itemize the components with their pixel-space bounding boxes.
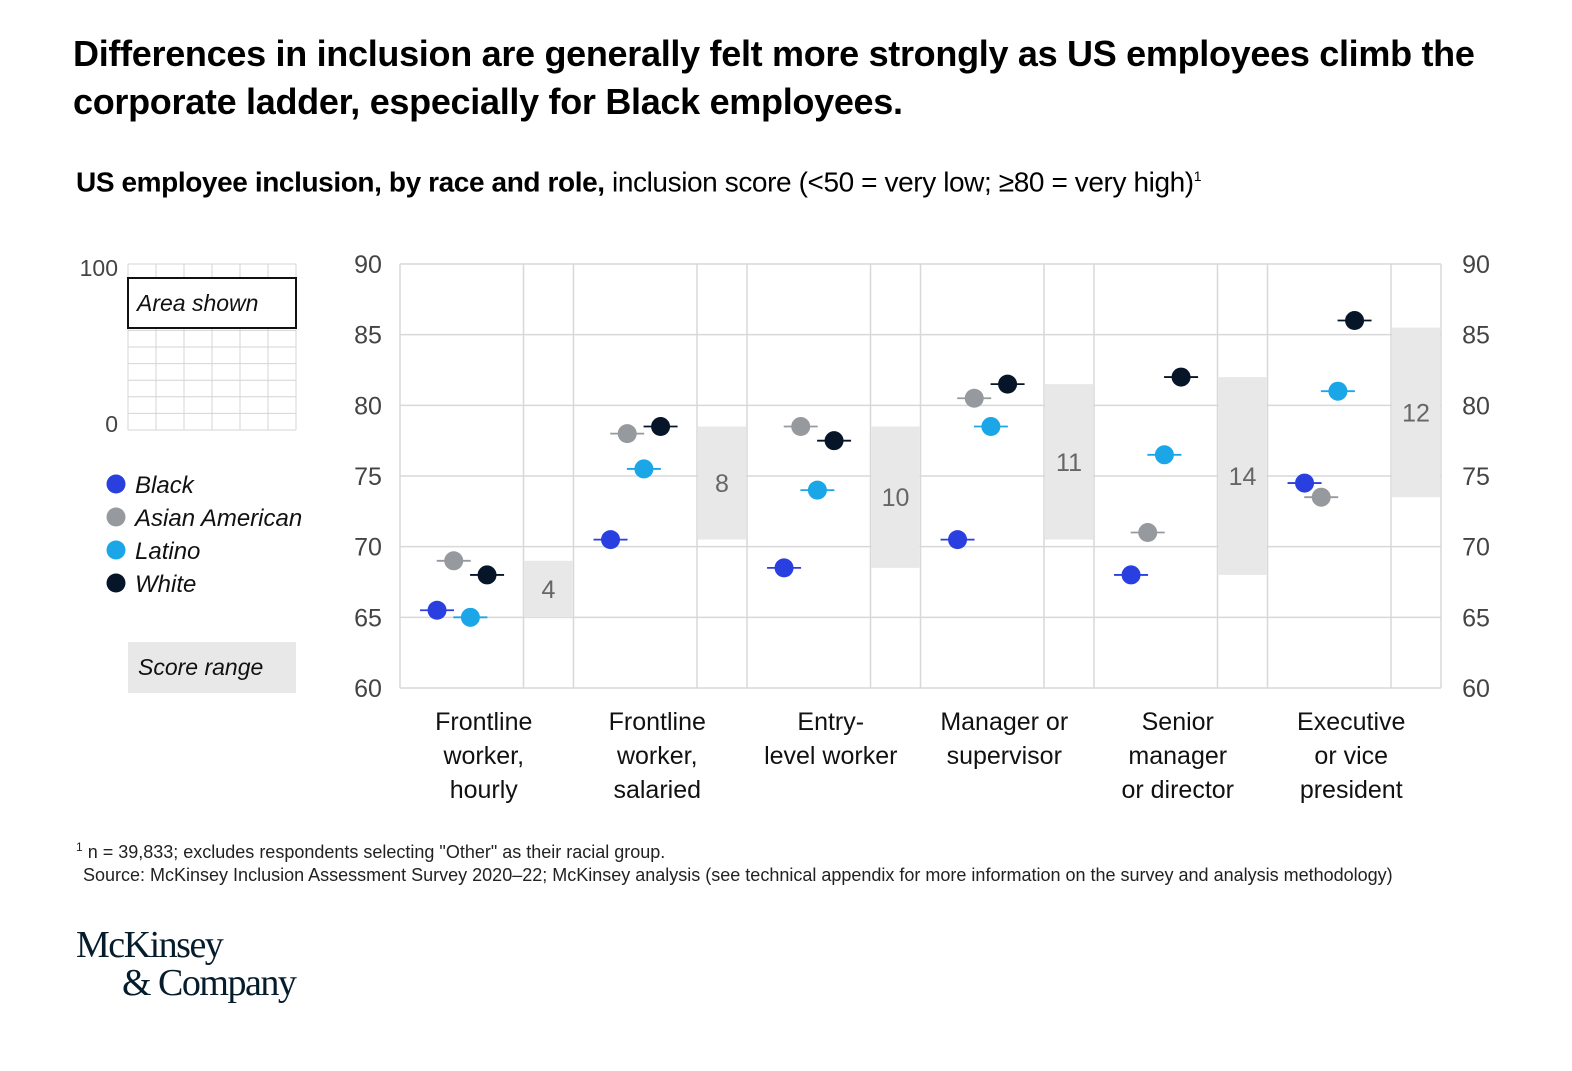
score-range-value: 10 xyxy=(882,484,910,512)
plot-area: 90 90 85 85 80 80 75 75 70 70 65 65 60 60 4 Frontline wo… xyxy=(354,251,1490,804)
y-tick-label-left: 80 xyxy=(354,392,382,420)
x-category-label: or vice xyxy=(1314,742,1388,770)
x-category-label: manager xyxy=(1128,742,1227,770)
y-tick-label-left: 65 xyxy=(354,604,382,632)
x-category-label: president xyxy=(1300,776,1403,804)
y-tick-label-left: 70 xyxy=(354,534,382,562)
data-point xyxy=(824,431,844,451)
data-point xyxy=(1295,473,1315,493)
data-point xyxy=(460,607,480,627)
data-point xyxy=(651,417,671,437)
data-point xyxy=(1138,523,1158,543)
score-range-value: 12 xyxy=(1402,399,1430,427)
y-tick-label-right: 75 xyxy=(1462,463,1490,491)
x-category-label: Senior xyxy=(1142,708,1214,736)
x-category-label: level worker xyxy=(764,742,897,770)
inset-top-label: 100 xyxy=(80,255,118,281)
y-tick-label-left: 75 xyxy=(354,463,382,491)
y-tick-label-right: 65 xyxy=(1462,604,1490,632)
legend-marker xyxy=(106,540,126,560)
y-tick-label-right: 90 xyxy=(1462,251,1490,279)
score-range-value: 4 xyxy=(542,576,556,604)
score-range-band xyxy=(698,426,746,540)
mckinsey-logo: McKinsey & Company xyxy=(76,924,297,1004)
x-category-label: Manager or xyxy=(940,708,1068,736)
x-category-label: Frontline xyxy=(435,708,532,736)
x-category-label: worker, xyxy=(442,742,524,770)
score-range-band xyxy=(871,426,920,568)
data-point xyxy=(1328,381,1348,401)
legend-label: Black xyxy=(135,472,196,499)
data-point xyxy=(981,417,1001,437)
score-range-swatch xyxy=(128,642,296,693)
data-point xyxy=(964,388,984,408)
data-point xyxy=(791,417,811,437)
x-category-label: Entry- xyxy=(797,708,864,736)
footnotes: 1 n = 39,833; excludes respondents selec… xyxy=(76,836,1436,887)
data-point xyxy=(477,565,497,585)
x-category-label: or director xyxy=(1121,776,1234,804)
data-point xyxy=(1311,487,1331,507)
legend: Black Asian American Latino White xyxy=(106,472,302,598)
score-range-band xyxy=(524,560,573,618)
data-point xyxy=(1171,367,1191,387)
footnote-mark: 1 xyxy=(76,840,83,854)
data-point xyxy=(444,551,464,571)
score-range-value: 14 xyxy=(1229,463,1257,491)
data-point xyxy=(948,530,968,550)
subtitle-bold: US employee inclusion, by race and role, xyxy=(76,166,605,198)
legend-marker xyxy=(106,474,126,494)
score-range-band xyxy=(1392,327,1440,498)
x-category-label: Frontline xyxy=(609,708,706,736)
data-point xyxy=(634,459,654,479)
data-point xyxy=(617,424,637,444)
data-point xyxy=(1154,445,1174,465)
y-tick-label-right: 80 xyxy=(1462,392,1490,420)
area-shown-box xyxy=(127,277,297,329)
footnote-note: 1 n = 39,833; excludes respondents selec… xyxy=(76,836,1436,864)
x-category-label: Executive xyxy=(1297,708,1405,736)
score-range-value: 8 xyxy=(715,470,729,498)
subtitle-footnote-mark: 1 xyxy=(1193,168,1202,184)
x-category-label: hourly xyxy=(450,776,519,804)
legend-label: Asian American xyxy=(133,505,302,532)
logo-line-2: & Company xyxy=(122,962,297,1004)
y-tick-label-left: 60 xyxy=(354,675,382,703)
x-category-label: worker, xyxy=(616,742,698,770)
footnote-note-text: n = 39,833; excludes respondents selecti… xyxy=(82,842,666,862)
score-range-value: 11 xyxy=(1056,449,1082,477)
legend-label: White xyxy=(135,571,196,598)
logo-line-1: McKinsey xyxy=(76,924,224,966)
y-tick-label-right: 85 xyxy=(1462,322,1490,350)
legend-marker xyxy=(106,507,126,527)
chart-subtitle: US employee inclusion, by race and role,… xyxy=(76,156,1516,202)
y-tick-label-left: 90 xyxy=(354,251,382,279)
data-point xyxy=(601,530,621,550)
data-point xyxy=(774,558,794,578)
score-range-label: Score range xyxy=(138,654,263,680)
area-shown-label: Area shown xyxy=(135,290,258,316)
data-point xyxy=(1345,311,1365,331)
data-point xyxy=(1121,565,1141,585)
data-point xyxy=(998,374,1018,394)
score-range-band xyxy=(1218,377,1267,575)
y-tick-label-right: 70 xyxy=(1462,534,1490,562)
legend-label: Latino xyxy=(135,538,200,565)
inset-bottom-label: 0 xyxy=(105,411,118,437)
x-category-label: salaried xyxy=(613,776,701,804)
subtitle-rest: inclusion score (<50 = very low; ≥80 = v… xyxy=(604,166,1194,198)
data-point xyxy=(807,480,827,500)
score-range-band xyxy=(1045,384,1093,540)
footnote-source: Source: McKinsey Inclusion Assessment Su… xyxy=(83,865,1393,885)
data-point xyxy=(427,600,447,620)
y-tick-label-left: 85 xyxy=(354,322,382,350)
chart-title: Differences in inclusion are generally f… xyxy=(73,33,1475,122)
x-category-label: supervisor xyxy=(947,742,1062,770)
y-tick-label-right: 60 xyxy=(1462,675,1490,703)
legend-marker xyxy=(106,573,126,593)
